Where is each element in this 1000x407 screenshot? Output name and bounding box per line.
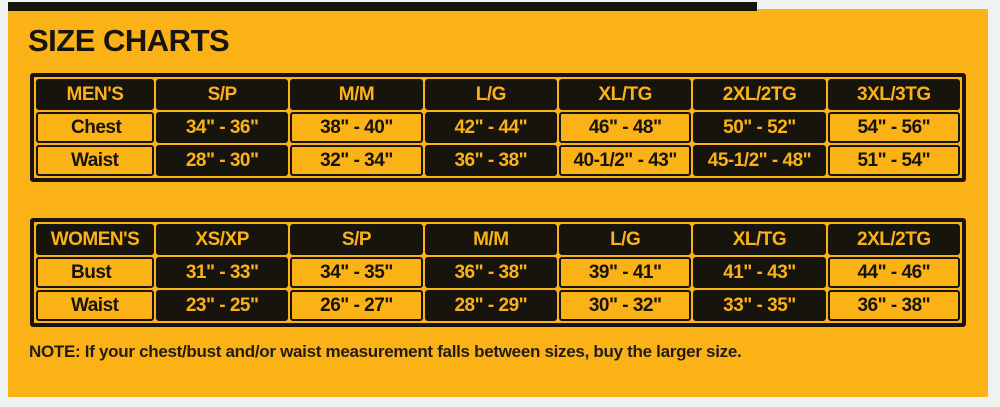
measurement-cell: 50" - 52" xyxy=(693,112,826,143)
measurement-cell: 51" - 54" xyxy=(827,145,960,176)
mens-size-header: S/P xyxy=(156,79,289,110)
measurement-cell: 54" - 56" xyxy=(827,112,960,143)
measurement-cell: 45-1/2" - 48" xyxy=(693,145,826,176)
measurement-cell: 30" - 32" xyxy=(558,290,692,321)
womens-header-row: WOMEN'S XS/XP S/P M/M L/G XL/TG 2XL/2TG xyxy=(36,224,960,255)
womens-size-header: 2XL/2TG xyxy=(827,224,960,255)
mens-size-header: 2XL/2TG xyxy=(693,79,826,110)
mens-header-row: MEN'S S/P M/M L/G XL/TG 2XL/2TG 3XL/3TG xyxy=(36,79,960,110)
measurement-cell: 36" - 38" xyxy=(424,145,557,176)
mens-table-title-cell: MEN'S xyxy=(36,79,154,110)
measurement-cell: 41" - 43" xyxy=(693,257,826,288)
measurement-cell: 26" - 27" xyxy=(290,290,423,321)
page-title: SIZE CHARTS xyxy=(28,23,230,58)
womens-size-header: M/M xyxy=(424,224,557,255)
measurement-cell: 38" - 40" xyxy=(290,112,423,143)
mens-size-header: L/G xyxy=(424,79,557,110)
note-text: NOTE: If your chest/bust and/or waist me… xyxy=(29,342,742,361)
measurement-cell: 36" - 38" xyxy=(827,290,960,321)
measurement-cell: 40-1/2" - 43" xyxy=(558,145,692,176)
row-label-waist: Waist xyxy=(36,145,154,176)
row-label-bust: Bust xyxy=(36,257,154,288)
measurement-cell: 31" - 33" xyxy=(156,257,289,288)
womens-size-header: L/G xyxy=(558,224,692,255)
measurement-cell: 28" - 29" xyxy=(424,290,557,321)
measurement-cell: 46" - 48" xyxy=(558,112,692,143)
row-label-chest: Chest xyxy=(36,112,154,143)
measurement-cell: 34" - 35" xyxy=(290,257,423,288)
mens-chest-row: Chest 34" - 36" 38" - 40" 42" - 44" 46" … xyxy=(36,112,960,143)
row-label-waist: Waist xyxy=(36,290,154,321)
measurement-cell: 23" - 25" xyxy=(156,290,289,321)
measurement-cell: 44" - 46" xyxy=(827,257,960,288)
measurement-cell: 42" - 44" xyxy=(424,112,557,143)
womens-size-header: XS/XP xyxy=(156,224,289,255)
womens-bust-row: Bust 31" - 33" 34" - 35" 36" - 38" 39" -… xyxy=(36,257,960,288)
yellow-panel: SIZE CHARTS MEN'S S/P M/M L/G XL/TG 2XL/… xyxy=(8,9,988,397)
measurement-cell: 36" - 38" xyxy=(424,257,557,288)
measurement-cell: 39" - 41" xyxy=(558,257,692,288)
womens-table-title-cell: WOMEN'S xyxy=(36,224,154,255)
womens-size-header: XL/TG xyxy=(693,224,826,255)
mens-waist-row: Waist 28" - 30" 32" - 34" 36" - 38" 40-1… xyxy=(36,145,960,176)
womens-size-header: S/P xyxy=(290,224,423,255)
measurement-cell: 28" - 30" xyxy=(156,145,289,176)
womens-waist-row: Waist 23" - 25" 26" - 27" 28" - 29" 30" … xyxy=(36,290,960,321)
top-black-bar xyxy=(8,2,757,11)
measurement-cell: 32" - 34" xyxy=(290,145,423,176)
measurement-cell: 33" - 35" xyxy=(693,290,826,321)
measurement-cell: 34" - 36" xyxy=(156,112,289,143)
mens-size-header: 3XL/3TG xyxy=(827,79,960,110)
mens-size-header: XL/TG xyxy=(558,79,692,110)
womens-size-table: WOMEN'S XS/XP S/P M/M L/G XL/TG 2XL/2TG … xyxy=(30,218,966,327)
mens-size-table: MEN'S S/P M/M L/G XL/TG 2XL/2TG 3XL/3TG … xyxy=(30,73,966,182)
mens-size-header: M/M xyxy=(290,79,423,110)
